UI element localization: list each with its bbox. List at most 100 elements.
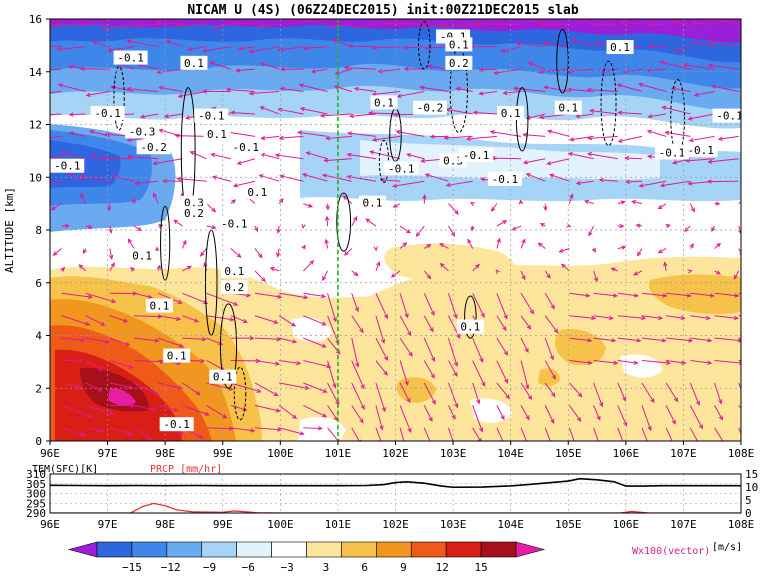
wind-vector-head [598,443,601,447]
colorbar-max-arrow [516,542,544,557]
contour-label: -0.1 [163,418,190,431]
subplot-right-label: PRCP [mm/hr] [150,464,222,475]
subplot-x-tick-label: 105E [555,518,582,531]
y-tick-label: 0 [35,435,42,448]
subplot-x-tick-label: 97E [98,518,118,531]
colorbar-swatch [237,542,272,557]
colorbar-tick-label: −9 [203,561,216,574]
subplot-x-tick-label: 102E [382,518,409,531]
wind-vector-head [755,339,759,342]
wind-vector [739,361,758,364]
contour-label: 0.1 [363,197,383,210]
colorbar-swatch [481,542,516,557]
colorbar-tick-label: 15 [474,561,487,574]
contour-label: 0.1 [449,38,469,51]
y-axis-label: ALTITUDE [km] [3,187,16,273]
colorbar-tick-label: 3 [323,561,330,574]
wind-vector-head [45,27,49,30]
wind-vector-head [35,151,39,154]
colorbar-swatch [202,542,237,557]
subplot-x-tick-label: 107E [670,518,697,531]
contour-label: -0.2 [417,102,444,115]
contour-label: 0.1 [558,102,578,115]
x-tick-label: 100E [267,447,294,460]
contour-label: 0.2 [224,281,244,294]
subplot-x-tick-label: 104E [497,518,524,531]
contour-label: 0.1 [213,371,233,384]
wind-vector-head [744,400,747,404]
wind-vector-head [430,445,433,449]
wind-vector-head [722,441,725,445]
contour-label: 0.1 [132,249,152,262]
wind-vector-head [754,294,758,297]
colorbar-swatch [97,542,132,557]
wind-vector-head [37,92,41,95]
contour-label: -0.1 [198,110,225,123]
contour-label: -0.1 [716,110,743,123]
wind-vector-head [45,44,49,47]
contour-label: 0.1 [149,299,169,312]
x-tick-label: 97E [98,447,118,460]
contour-label: 0.1 [184,57,204,70]
x-tick-label: 103E [440,447,467,460]
contour-label: 0.1 [167,350,187,363]
subplot-right-tick-label: 15 [745,468,758,481]
contour-label: -0.1 [659,147,686,160]
contour-label: -0.1 [94,107,121,120]
contour-label: -0.2 [140,141,167,154]
colorbar-swatch [132,542,167,557]
contour-label: -0.1 [221,218,248,231]
subplot-grid [50,474,741,513]
subplot-right-tick-label: 5 [745,494,752,507]
wind-vector-head [527,446,530,450]
wind-vector [476,24,497,25]
chart-title: NICAM U (4S) (06Z24DEC2015) init:00Z21DE… [187,3,579,18]
colorbar-swatch [411,542,446,557]
contour-label: 0.1 [501,107,521,120]
subplot-x-tick-label: 99E [213,518,233,531]
contour-label: -0.1 [492,173,519,186]
y-tick-label: 6 [35,277,42,290]
contour-label: -0.1 [233,141,260,154]
y-tick-label: 12 [29,119,42,132]
subplot-right-tick-label: 10 [745,481,758,494]
colorbar-tick-label: 9 [400,561,407,574]
y-tick-label: 10 [29,171,42,184]
x-tick-label: 99E [213,447,233,460]
colorbar-min-arrow [69,542,97,557]
y-tick-label: 8 [35,224,42,237]
contour-label: -0.1 [54,160,81,173]
colorbar-tick-label: −15 [122,561,142,574]
colorbar-swatch [376,542,411,557]
contour-label: 0.1 [224,265,244,278]
colorbar-tick-label: −3 [280,561,293,574]
contour-label: 0.2 [184,207,204,220]
vector-scale-label: Wx100(vector) [632,546,710,557]
wind-vector-head [747,416,751,420]
colorbar-tick-label: −6 [242,561,255,574]
subplot-x-tick-label: 103E [440,518,467,531]
wind-vector [739,316,764,319]
wind-vector-head [647,445,650,449]
subplot-x-tick-label: 98E [155,518,175,531]
wind-vector [303,428,321,429]
contour-label: -0.1 [388,162,415,175]
wind-vector [649,24,666,25]
subplot-x-tick-label: 101E [325,518,352,531]
contour-label: 0.1 [610,41,630,54]
contour-label: -0.1 [687,144,714,157]
colorbar [69,542,544,557]
wind-vector-head [41,137,45,140]
x-tick-label: 107E [670,447,697,460]
wind-vector [739,293,758,296]
wind-vector-head [760,316,764,319]
subplot-x-tick-label: 96E [40,518,60,531]
y-tick-label: 16 [29,13,42,26]
x-tick-label: 96E [40,447,60,460]
